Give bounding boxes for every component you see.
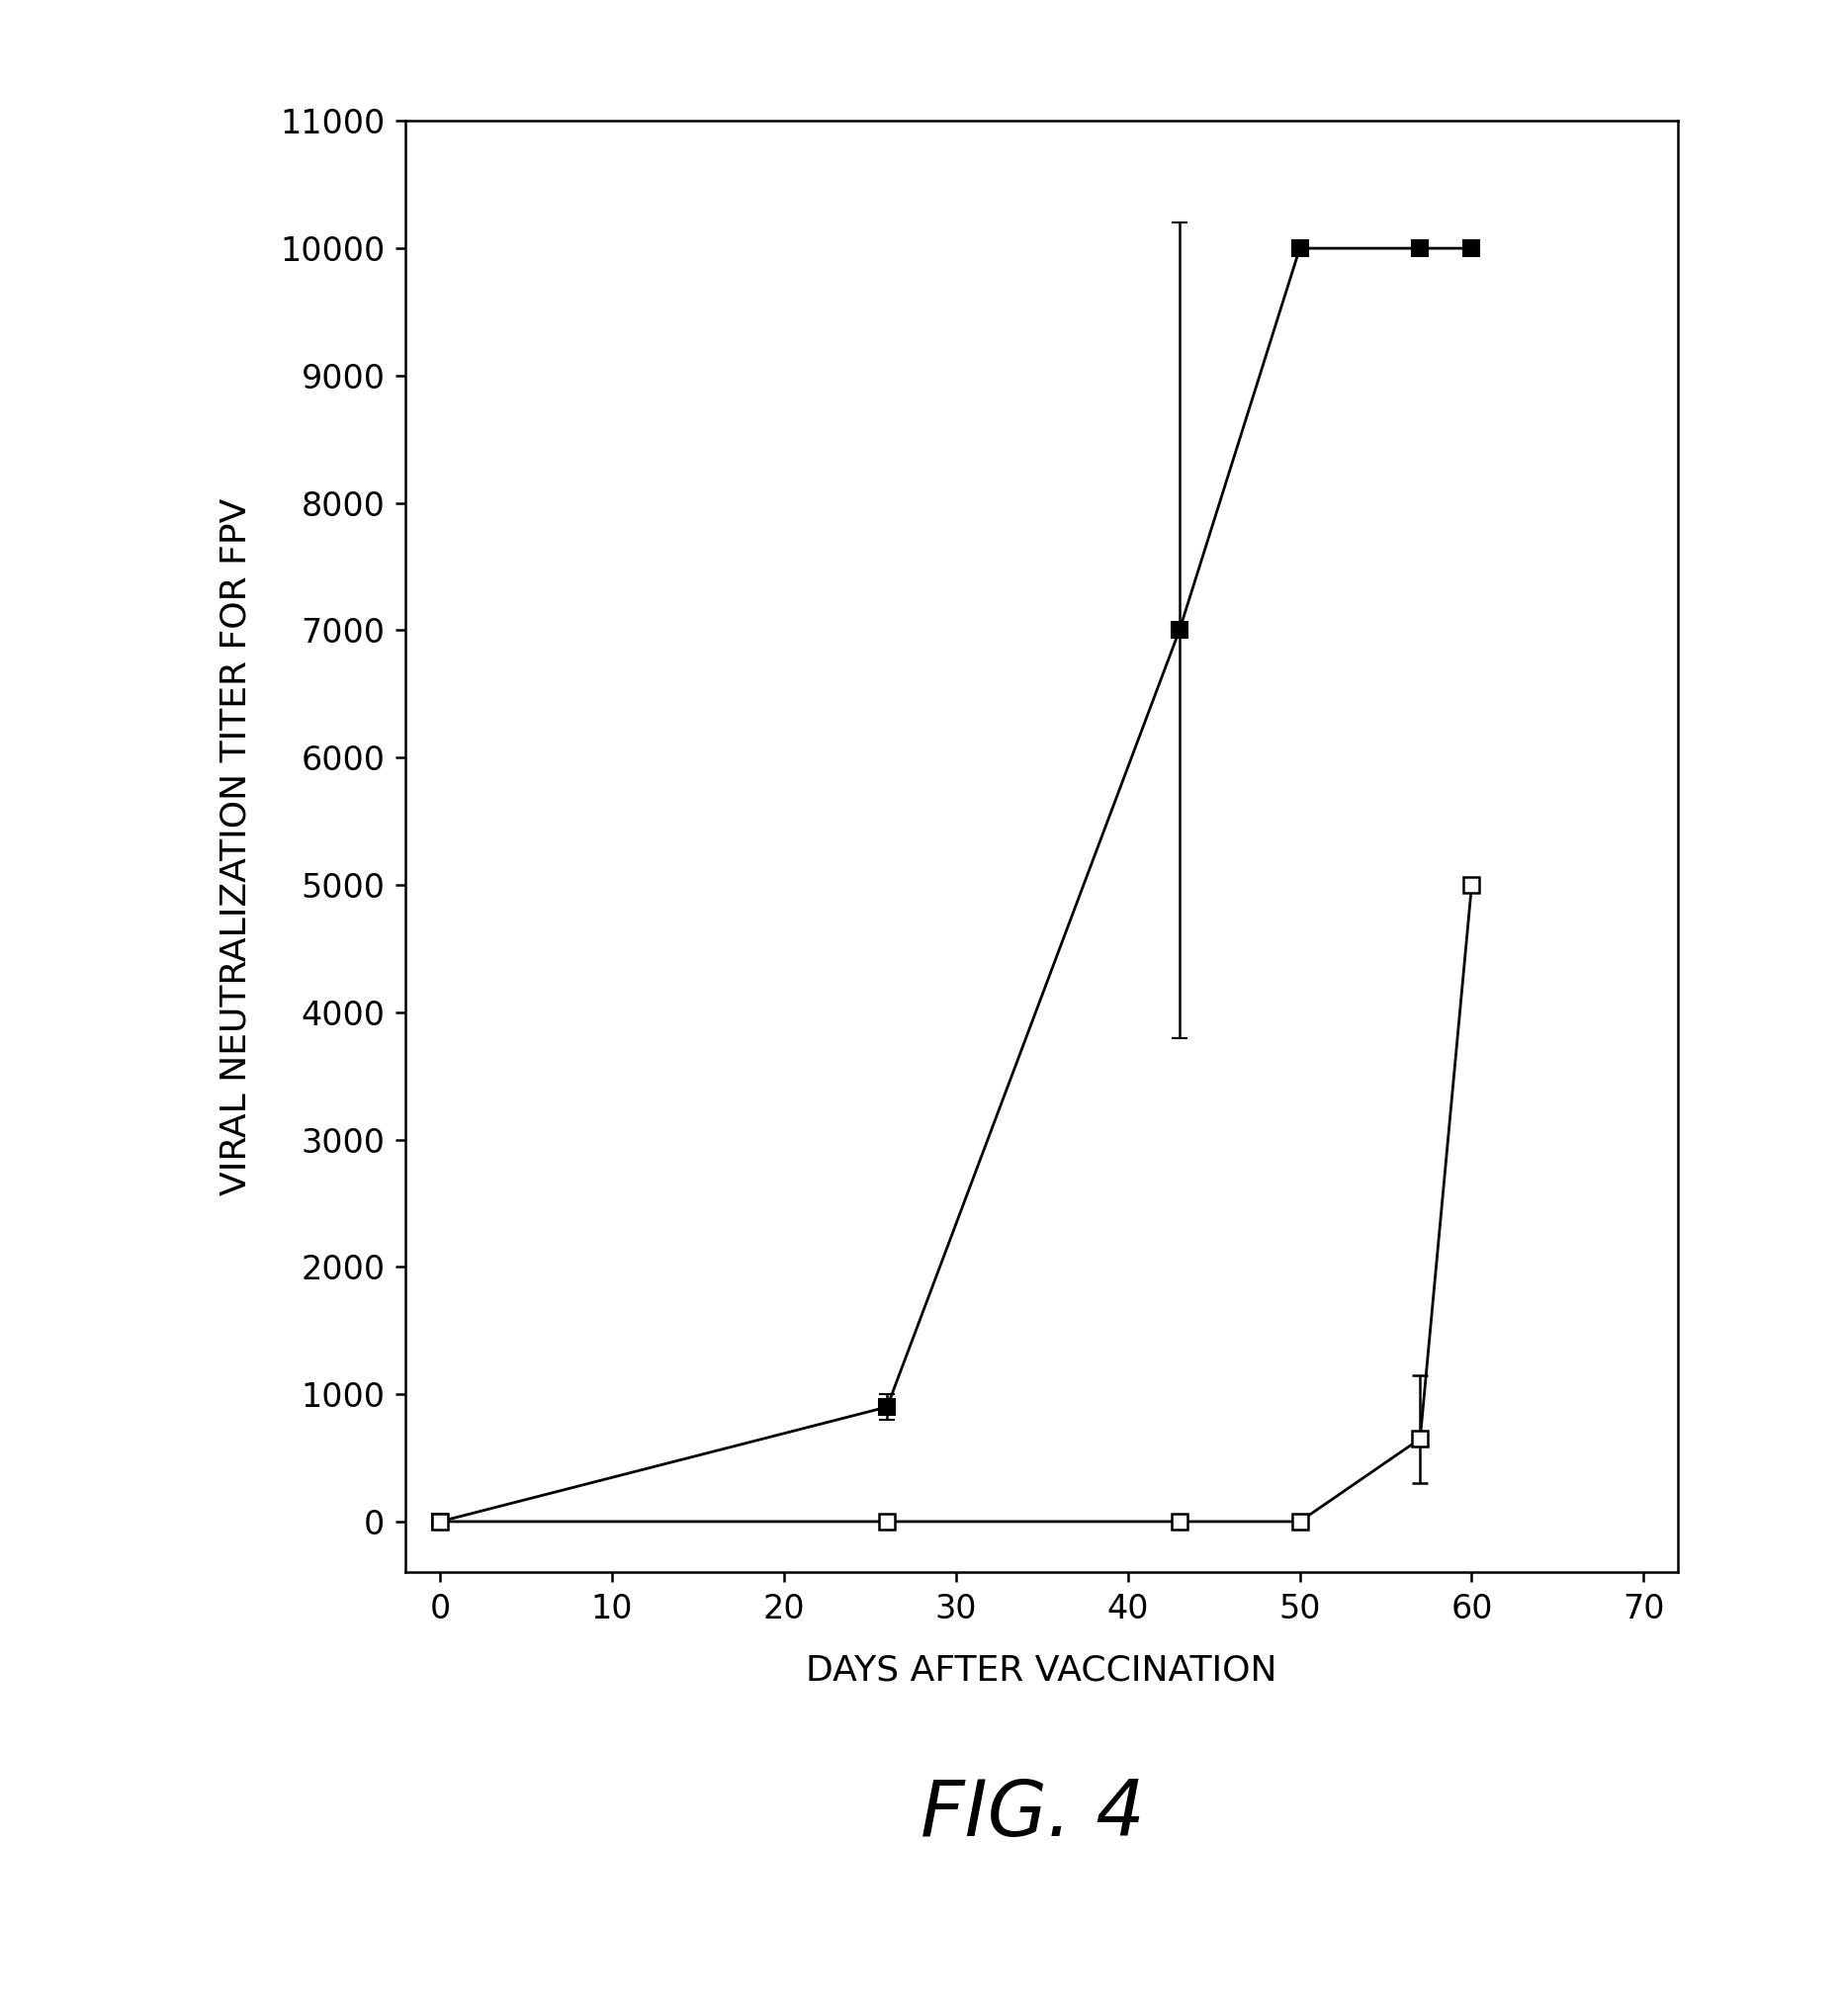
Text: FIG. 4: FIG. 4 bbox=[920, 1776, 1145, 1853]
Y-axis label: VIRAL NEUTRALIZATION TITER FOR FPV: VIRAL NEUTRALIZATION TITER FOR FPV bbox=[219, 498, 252, 1195]
X-axis label: DAYS AFTER VACCINATION: DAYS AFTER VACCINATION bbox=[805, 1653, 1277, 1687]
